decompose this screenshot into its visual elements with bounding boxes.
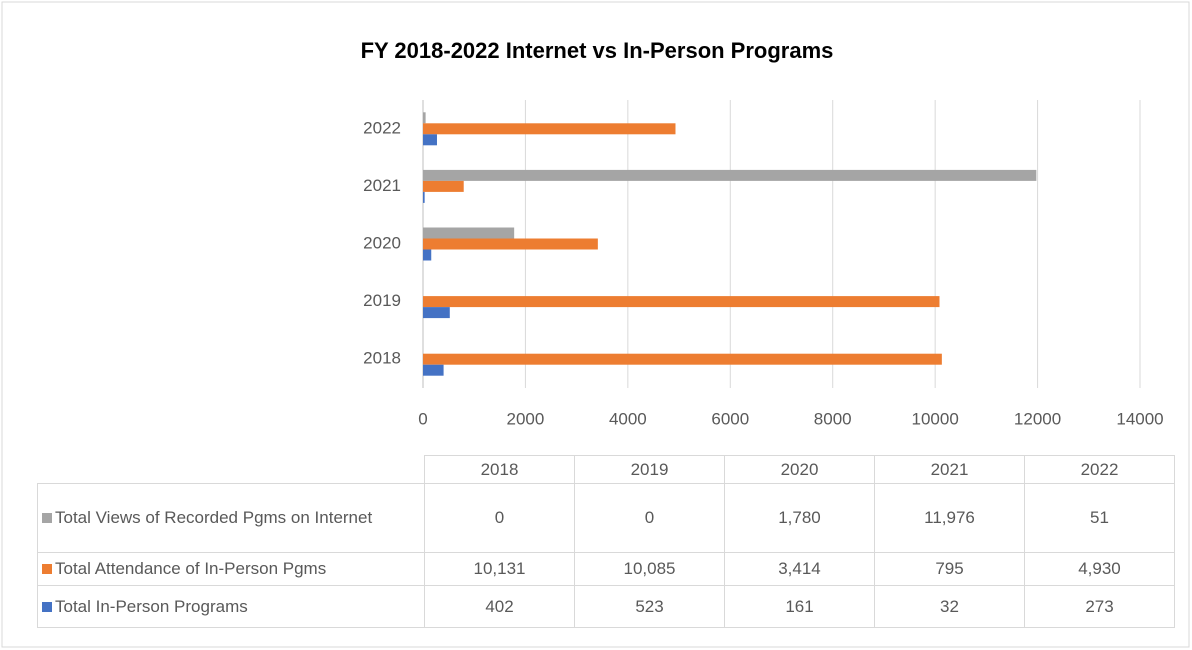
bar <box>423 227 515 239</box>
x-tick-label: 14000 <box>1116 409 1163 428</box>
table-header-cell: 2021 <box>874 455 1025 484</box>
table-value: 161 <box>724 585 875 628</box>
bar <box>423 180 464 192</box>
legend-label: Total Attendance of In-Person Pgms <box>55 559 327 578</box>
table-value: 11,976 <box>874 483 1025 553</box>
y-tick-label: 2021 <box>363 176 401 195</box>
table-header-cell: 2018 <box>424 455 575 484</box>
x-tick-label: 0 <box>418 409 427 428</box>
x-tick-label: 10000 <box>912 409 959 428</box>
table-header-cell: 2020 <box>724 455 875 484</box>
table-header-cell: 2022 <box>1024 455 1175 484</box>
x-tick-label: 8000 <box>814 409 852 428</box>
table-value: 3,414 <box>724 552 875 586</box>
table-row: Total In-Person Programs 402 523 161 32 273 <box>37 585 1175 628</box>
table-value: 4,930 <box>1024 552 1175 586</box>
table-value: 795 <box>874 552 1025 586</box>
bar <box>423 123 676 135</box>
table-header-cell: 2019 <box>574 455 725 484</box>
bar <box>423 191 425 203</box>
table-value: 10,131 <box>424 552 575 586</box>
bar <box>423 307 450 319</box>
table-value: 32 <box>874 585 1025 628</box>
table-value: 0 <box>424 483 575 553</box>
bar <box>423 238 598 250</box>
bar <box>423 353 942 365</box>
table-header-row: 2018 2019 2020 2021 2022 <box>37 455 1175 484</box>
table-corner <box>37 455 425 484</box>
x-tick-label: 4000 <box>609 409 647 428</box>
legend-swatch <box>42 564 52 574</box>
table-value: 51 <box>1024 483 1175 553</box>
legend-swatch <box>42 513 52 523</box>
table-value: 273 <box>1024 585 1175 628</box>
bar <box>423 364 444 376</box>
x-tick-label: 6000 <box>711 409 749 428</box>
bar <box>423 169 1037 181</box>
data-table: 2018 2019 2020 2021 2022 Total Views of Recor… <box>37 455 1175 628</box>
y-tick-label: 2019 <box>363 291 401 310</box>
table-row: Total Attendance of In-Person Pgms 10,131… <box>37 552 1175 586</box>
bar <box>423 249 432 261</box>
x-tick-label: 12000 <box>1014 409 1061 428</box>
legend-swatch <box>42 601 52 612</box>
legend-cell: Total In-Person Programs <box>37 585 425 628</box>
y-tick-label: 2018 <box>363 349 401 368</box>
chart-title: FY 2018-2022 Internet vs In-Person Progr… <box>361 38 834 63</box>
table-value: 0 <box>574 483 725 553</box>
table-value: 10,085 <box>574 552 725 586</box>
x-tick-label: 2000 <box>507 409 545 428</box>
y-tick-label: 2022 <box>363 118 401 137</box>
y-tick-label: 2020 <box>363 233 401 252</box>
legend-label: Total Views of Recorded Pgms on Internet <box>55 508 373 527</box>
bar <box>423 112 426 124</box>
table-value: 523 <box>574 585 725 628</box>
legend-cell: Total Attendance of In-Person Pgms <box>37 552 425 586</box>
legend-label: Total In-Person Programs <box>55 596 248 616</box>
bar <box>423 134 437 146</box>
table-value: 402 <box>424 585 575 628</box>
legend-cell: Total Views of Recorded Pgms on Internet <box>37 483 425 553</box>
table-row: Total Views of Recorded Pgms on Internet… <box>37 483 1175 553</box>
bar <box>423 296 940 308</box>
table-value: 1,780 <box>724 483 875 553</box>
